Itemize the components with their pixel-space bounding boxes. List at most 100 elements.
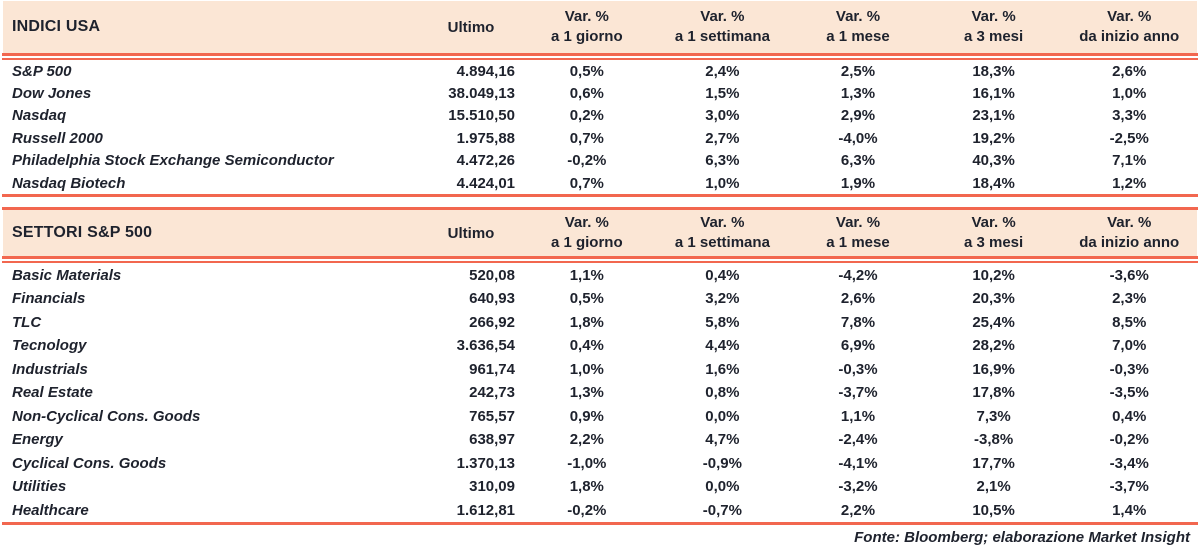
row-var-value: -0,2% <box>567 152 607 170</box>
row-label: Non-Cyclical Cons. Goods <box>12 407 201 425</box>
table-body: Basic Materials 520,08 1,1% 0,4% -4,2% 10,2% -… <box>0 263 1200 522</box>
table-title: SETTORI S&P 500 <box>12 224 153 242</box>
row-var-value: 10,5% <box>972 501 1015 519</box>
col-header-var-1m: Var. % a 1 mese <box>790 213 926 253</box>
row-var-value: 10,2% <box>972 266 1015 284</box>
row-var-value: 0,7% <box>569 129 604 147</box>
row-var-value: 18,4% <box>972 174 1015 192</box>
row-var-value: 1,5% <box>705 85 740 103</box>
col-header-var-1g: Var. % a 1 giorno <box>519 7 655 47</box>
row-label: Healthcare <box>12 501 89 519</box>
row-last-value: 4.472,26 <box>456 152 515 170</box>
row-var-value: 18,3% <box>972 62 1015 80</box>
row-label: Dow Jones <box>12 85 92 103</box>
row-var-value: 2,6% <box>840 290 876 308</box>
row-var-value: 0,6% <box>569 85 604 103</box>
row-var-value: 0,5% <box>569 62 604 80</box>
row-label: Energy <box>12 431 63 449</box>
row-last-value: 4.894,16 <box>456 62 515 80</box>
row-label: S&P 500 <box>12 62 72 80</box>
row-var-value: 0,9% <box>569 407 604 425</box>
row-label: Utilities <box>12 478 67 496</box>
row-var-value: 7,3% <box>976 407 1011 425</box>
row-var-value: -0,3% <box>1109 360 1149 378</box>
row-var-value: 1,8% <box>569 313 604 331</box>
row-var-value: 2,6% <box>1112 62 1147 80</box>
row-var-value: 20,3% <box>972 290 1015 308</box>
row-last-value: 242,73 <box>469 384 515 402</box>
row-var-value: 2,5% <box>840 62 876 80</box>
row-var-value: 19,2% <box>972 129 1015 147</box>
table-row: Healthcare 1.612,81 -0,2% -0,7% 2,2% 10,5% 1,4… <box>3 498 1197 522</box>
row-var-value: 1,2% <box>1112 174 1147 192</box>
row-var-value: -1,0% <box>567 454 607 472</box>
row-var-value: 1,0% <box>705 174 740 192</box>
row-var-value: -3,7% <box>838 384 878 402</box>
row-var-value: -4,2% <box>838 266 878 284</box>
row-label: TLC <box>12 313 42 331</box>
row-var-value: 2,4% <box>705 62 740 80</box>
row-var-value: 25,4% <box>972 313 1015 331</box>
var-period: a 1 settimana <box>674 234 770 252</box>
row-var-value: 1,3% <box>840 85 876 103</box>
row-var-value: -0,7% <box>702 501 742 519</box>
row-var-value: 0,4% <box>569 337 604 355</box>
var-period: da inizio anno <box>1079 234 1180 252</box>
col-header-var-ytd: Var. % da inizio anno <box>1061 7 1197 47</box>
row-label: Philadelphia Stock Exchange Semiconducto… <box>12 152 334 170</box>
row-var-value: 1,0% <box>1112 85 1147 103</box>
var-label: Var. % <box>971 214 1016 232</box>
var-period: da inizio anno <box>1079 28 1180 45</box>
row-var-value: 1,1% <box>569 266 604 284</box>
row-var-value: 17,7% <box>972 454 1015 472</box>
table-settori-sp500: SETTORI S&P 500 Ultimo Var. % a 1 giorno… <box>0 207 1200 525</box>
row-var-value: 1,8% <box>569 478 604 496</box>
row-label: Cyclical Cons. Goods <box>12 454 167 472</box>
table-row: S&P 500 4.894,16 0,5% 2,4% 2,5% 18,3% 2,6% <box>3 60 1197 82</box>
col-header-var-3m: Var. % a 3 mesi <box>926 213 1062 253</box>
col-header-var-1s: Var. % a 1 settimana <box>655 213 791 253</box>
table-row: Energy 638,97 2,2% 4,7% -2,4% -3,8% -0,2% <box>3 428 1197 452</box>
row-var-value: 0,5% <box>569 290 604 308</box>
row-var-value: -3,4% <box>1109 454 1149 472</box>
row-var-value: -2,4% <box>838 431 878 449</box>
row-last-value: 266,92 <box>469 313 515 331</box>
row-last-value: 15.510,50 <box>448 107 515 125</box>
header-double-rule <box>2 53 1198 60</box>
row-var-value: -0,2% <box>1109 431 1149 449</box>
row-var-value: 5,8% <box>705 313 740 331</box>
header-double-rule <box>2 256 1198 264</box>
row-var-value: 0,0% <box>705 407 740 425</box>
row-label: Basic Materials <box>12 266 122 284</box>
row-var-value: 0,7% <box>569 174 604 192</box>
row-var-value: 0,8% <box>705 384 740 402</box>
row-label: Financials <box>12 290 86 308</box>
row-var-value: 2,3% <box>1112 290 1147 308</box>
col-header-var-ytd: Var. % da inizio anno <box>1061 213 1197 253</box>
row-var-value: -4,1% <box>838 454 878 472</box>
row-var-value: 7,0% <box>1112 337 1147 355</box>
row-last-value: 3.636,54 <box>456 337 515 355</box>
table-row: Financials 640,93 0,5% 3,2% 2,6% 20,3% 2,3% <box>3 287 1197 311</box>
row-last-value: 1.975,88 <box>456 129 515 147</box>
row-var-value: 7,1% <box>1112 152 1147 170</box>
row-last-value: 520,08 <box>469 266 515 284</box>
row-var-value: 2,2% <box>569 431 604 449</box>
col-header-ultimo: Ultimo <box>447 18 495 36</box>
table-title: INDICI USA <box>12 18 101 35</box>
row-var-value: 4,4% <box>705 337 740 355</box>
row-last-value: 765,57 <box>469 407 515 425</box>
row-var-value: 0,2% <box>569 107 604 125</box>
table-header-band: SETTORI S&P 500 Ultimo Var. % a 1 giorno… <box>3 210 1197 257</box>
table-row: Dow Jones 38.049,13 0,6% 1,5% 1,3% 16,1% 1,0% <box>3 82 1197 104</box>
row-var-value: 0,0% <box>705 478 740 496</box>
row-label: Nasdaq <box>12 107 67 125</box>
table-row: Philadelphia Stock Exchange Semiconducto… <box>3 150 1197 172</box>
var-period: a 3 mesi <box>963 234 1024 252</box>
table-row: Industrials 961,74 1,0% 1,6% -0,3% 16,9% -0,3% <box>3 357 1197 381</box>
col-header-var-1s: Var. % a 1 settimana <box>655 7 791 47</box>
row-var-value: 0,4% <box>705 266 740 284</box>
row-label: Russell 2000 <box>12 129 103 147</box>
row-label: Nasdaq Biotech <box>12 174 126 192</box>
